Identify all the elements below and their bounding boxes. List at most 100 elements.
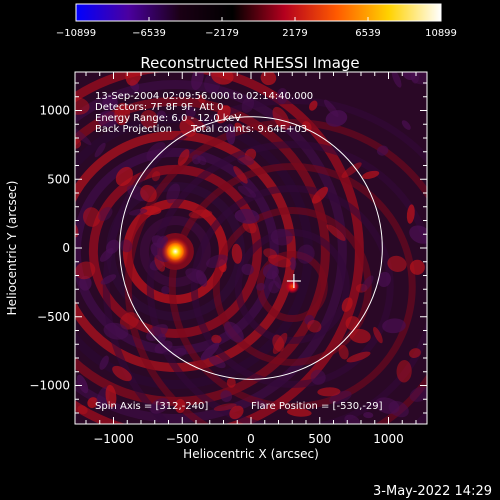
x-tick-label: −1000 [93,432,134,446]
texture-blob [376,145,389,156]
texture-blob [99,355,109,370]
info-block: 13-Sep-2004 02:09:56.000 to 02:14:40.000… [95,91,313,135]
texture-blob [75,96,90,115]
texture-blob [338,344,349,360]
texture-blob [237,155,255,166]
texture-blob [341,297,353,312]
texture-blob [218,259,227,273]
side-lobe-ring [234,229,350,344]
y-tick-labels: 1000 500 0 −500 −1000 [29,104,70,393]
texture-blob [100,274,117,285]
texture-blob [229,405,244,420]
texture-blob [271,270,282,289]
texture-blob [140,109,159,129]
texture-blob [94,142,106,158]
texture-blob [401,120,411,130]
texture-blob [197,94,206,104]
texture-blob [79,275,92,291]
texture-blob [302,121,312,132]
y-tick-label: −1000 [29,379,70,393]
texture-blob [231,243,243,264]
texture-blob [151,235,167,249]
texture-blob [233,166,248,184]
side-lobe-ring [146,141,427,424]
texture-blob [197,155,207,166]
texture-blob [200,342,220,361]
side-lobe-ring [75,113,313,389]
texture-blob [103,322,129,340]
image-area [75,72,427,424]
texture-blob [317,387,341,397]
sources-layer [161,237,300,294]
flare-position-label: Flare Position = [-530,-29] [251,401,383,412]
texture-blob [161,285,170,295]
texture-blob [297,244,315,264]
texture-blob [234,208,260,224]
texture-blob [409,386,427,402]
texture-blob [114,102,131,126]
x-tick-label: 500 [308,432,331,446]
info-line-detectors: Detectors: 7F 8F 9F, Att 0 [95,102,223,113]
texture-blob [206,254,229,269]
texture-blob [276,87,288,105]
side-lobe-ring [102,97,427,424]
side-lobe-ring [75,79,347,423]
x-axis-label: Heliocentric X (arcsec) [183,447,319,461]
texture-blob [409,225,427,244]
texture-blob [140,205,162,216]
texture-blob [185,106,196,118]
texture-blob [99,248,114,262]
colorbar-tick-label: −10899 [56,28,96,39]
texture-blob [396,360,412,383]
texture-blob [105,384,117,408]
texture-blob [174,398,186,414]
colorbar-tick-label: 2179 [282,28,307,39]
texture-blob [75,138,82,149]
texture-blob [377,271,392,288]
texture-blob [140,184,157,203]
colorbar-tick-label: 6539 [355,28,380,39]
info-line-energy: Energy Range: 6.0 - 12.0 keV [95,113,241,124]
texture-blob [361,275,374,292]
flare-source-primary [161,237,190,266]
texture-blob [388,400,409,418]
texture-blob [270,228,293,246]
texture-blob [341,162,362,178]
side-lobe-ring [190,185,394,388]
spin-axis-label: Spin Axis = [312,-240] [95,401,208,412]
texture-blob [87,397,98,409]
texture-blob [254,399,268,409]
texture-blob [241,96,255,113]
texture-blob [373,326,383,344]
texture-blob [349,328,371,344]
texture-blob [211,72,234,85]
texture-blob [185,268,207,285]
texture-blob [406,204,415,224]
texture-blob [409,259,425,275]
texture-blob [272,334,285,352]
texture-blob [268,280,280,294]
texture-blob [267,254,292,268]
x-tick-label: 1000 [373,432,404,446]
texture-blob [272,106,290,130]
texture-blob [112,365,132,382]
texture-blob [244,148,257,161]
texture-blob [119,312,139,330]
texture-blob [149,398,170,414]
texture-blob [76,374,89,394]
texture-blob [97,110,119,128]
axis-ticks [75,72,427,424]
texture-blob [224,321,244,343]
texture-blob [102,95,118,111]
y-axis-label: Heliocentric Y (arcsec) [5,181,19,316]
texture-blob [208,355,226,369]
texture-blob [115,166,133,187]
texture-blob [128,208,148,216]
texture-blob [191,72,204,90]
colorbar-tick-label: 10899 [425,28,457,39]
texture-blob [311,186,329,204]
texture-blob [226,377,236,388]
texture-blob [409,348,421,358]
texture-blob [241,263,254,276]
texture-blob [75,261,96,280]
